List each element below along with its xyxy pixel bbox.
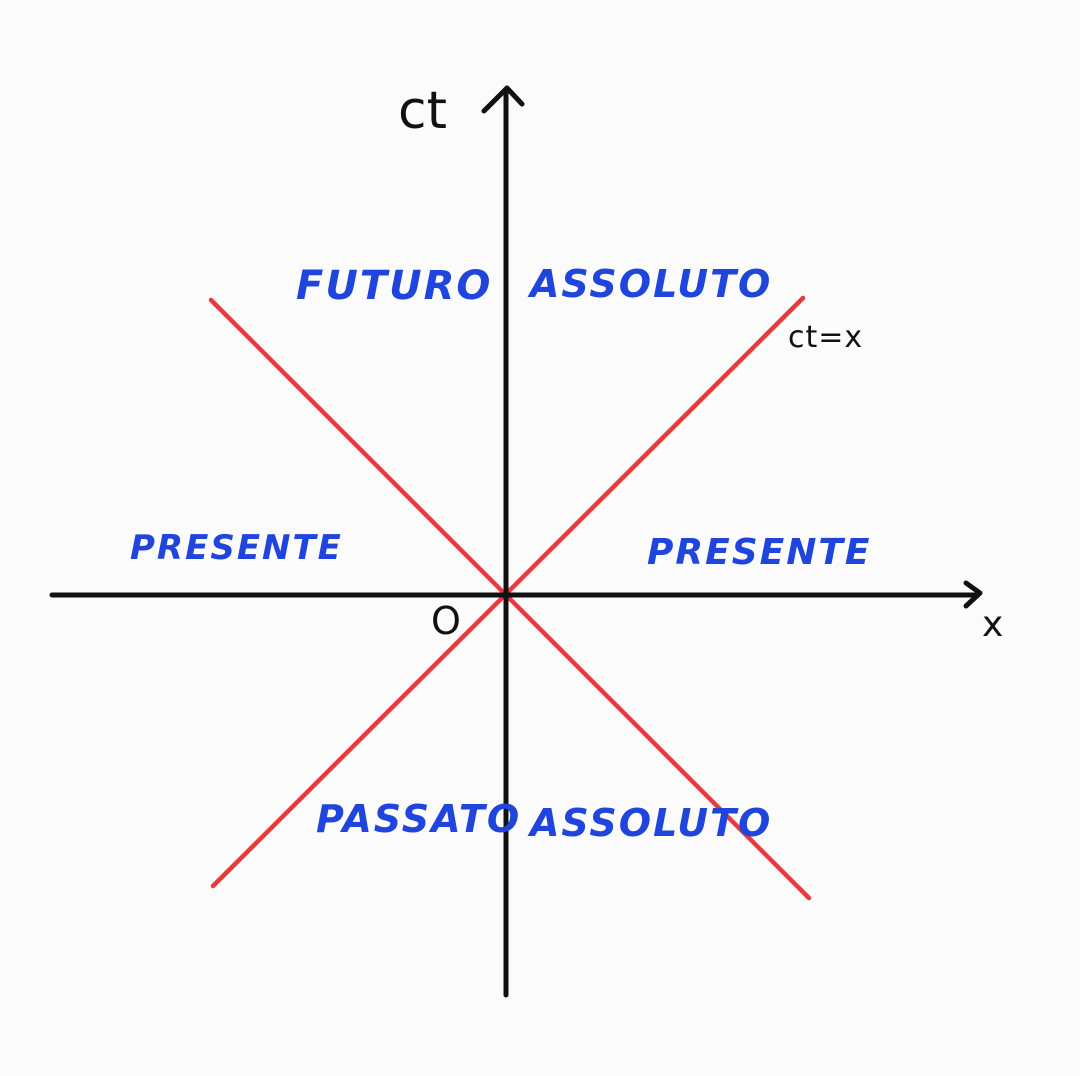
region-label-futuro: FUTURO	[296, 263, 492, 309]
ct-axis-label: ct	[398, 81, 447, 141]
ct-axis-arrowhead	[481, 85, 525, 114]
region-label-passato: PASSATO	[316, 797, 521, 841]
region-label-assoluto-future: ASSOLUTO	[527, 262, 772, 306]
region-label-presente-left: PRESENTE	[130, 528, 343, 568]
x-axis-arrowhead	[963, 580, 983, 609]
light-cone-equation-label: ct=x	[788, 320, 863, 355]
region-label-presente-right: PRESENTE	[647, 532, 872, 573]
origin-label: O	[431, 599, 461, 643]
x-axis-label: x	[982, 604, 1003, 645]
light-cone-line-ct-equals-minus-x	[208, 297, 812, 901]
region-label-assoluto-past: ASSOLUTO	[527, 801, 772, 845]
